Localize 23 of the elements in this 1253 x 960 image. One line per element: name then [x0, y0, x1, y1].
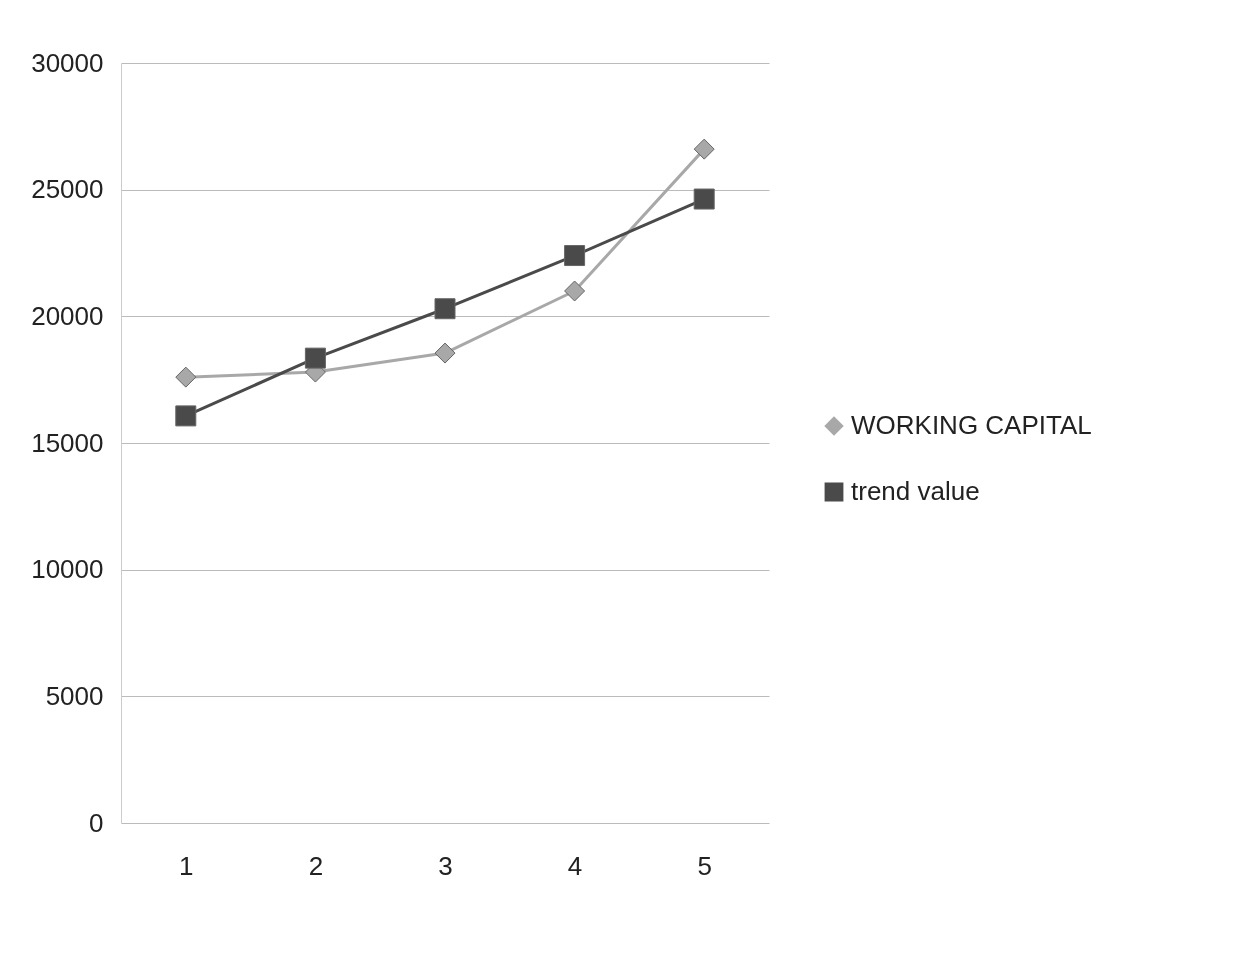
point: [564, 245, 586, 267]
point: [693, 188, 715, 210]
x-tick-label: 3: [438, 850, 453, 881]
point: [175, 366, 197, 388]
point: [434, 298, 456, 320]
y-tick-label: 30000: [31, 47, 104, 78]
y-tick-label: 5000: [45, 680, 104, 711]
point: [434, 342, 456, 364]
y-tick-label: 25000: [31, 174, 104, 205]
point: [693, 138, 715, 160]
legend-label: WORKING CAPITAL: [851, 410, 1092, 440]
x-tick-label: 5: [697, 850, 712, 881]
point: [304, 347, 326, 369]
point: [175, 405, 197, 427]
y-tick-label: 10000: [31, 554, 104, 585]
y-tick-label: 15000: [31, 427, 104, 458]
legend-label: trend value: [851, 476, 980, 506]
x-tick-label: 2: [308, 850, 324, 881]
y-tick-label: 20000: [31, 300, 104, 331]
point: [564, 280, 586, 302]
x-tick-label: 1: [179, 850, 194, 881]
y-tick-label: 0: [89, 807, 104, 838]
x-tick-label: 4: [567, 850, 583, 881]
